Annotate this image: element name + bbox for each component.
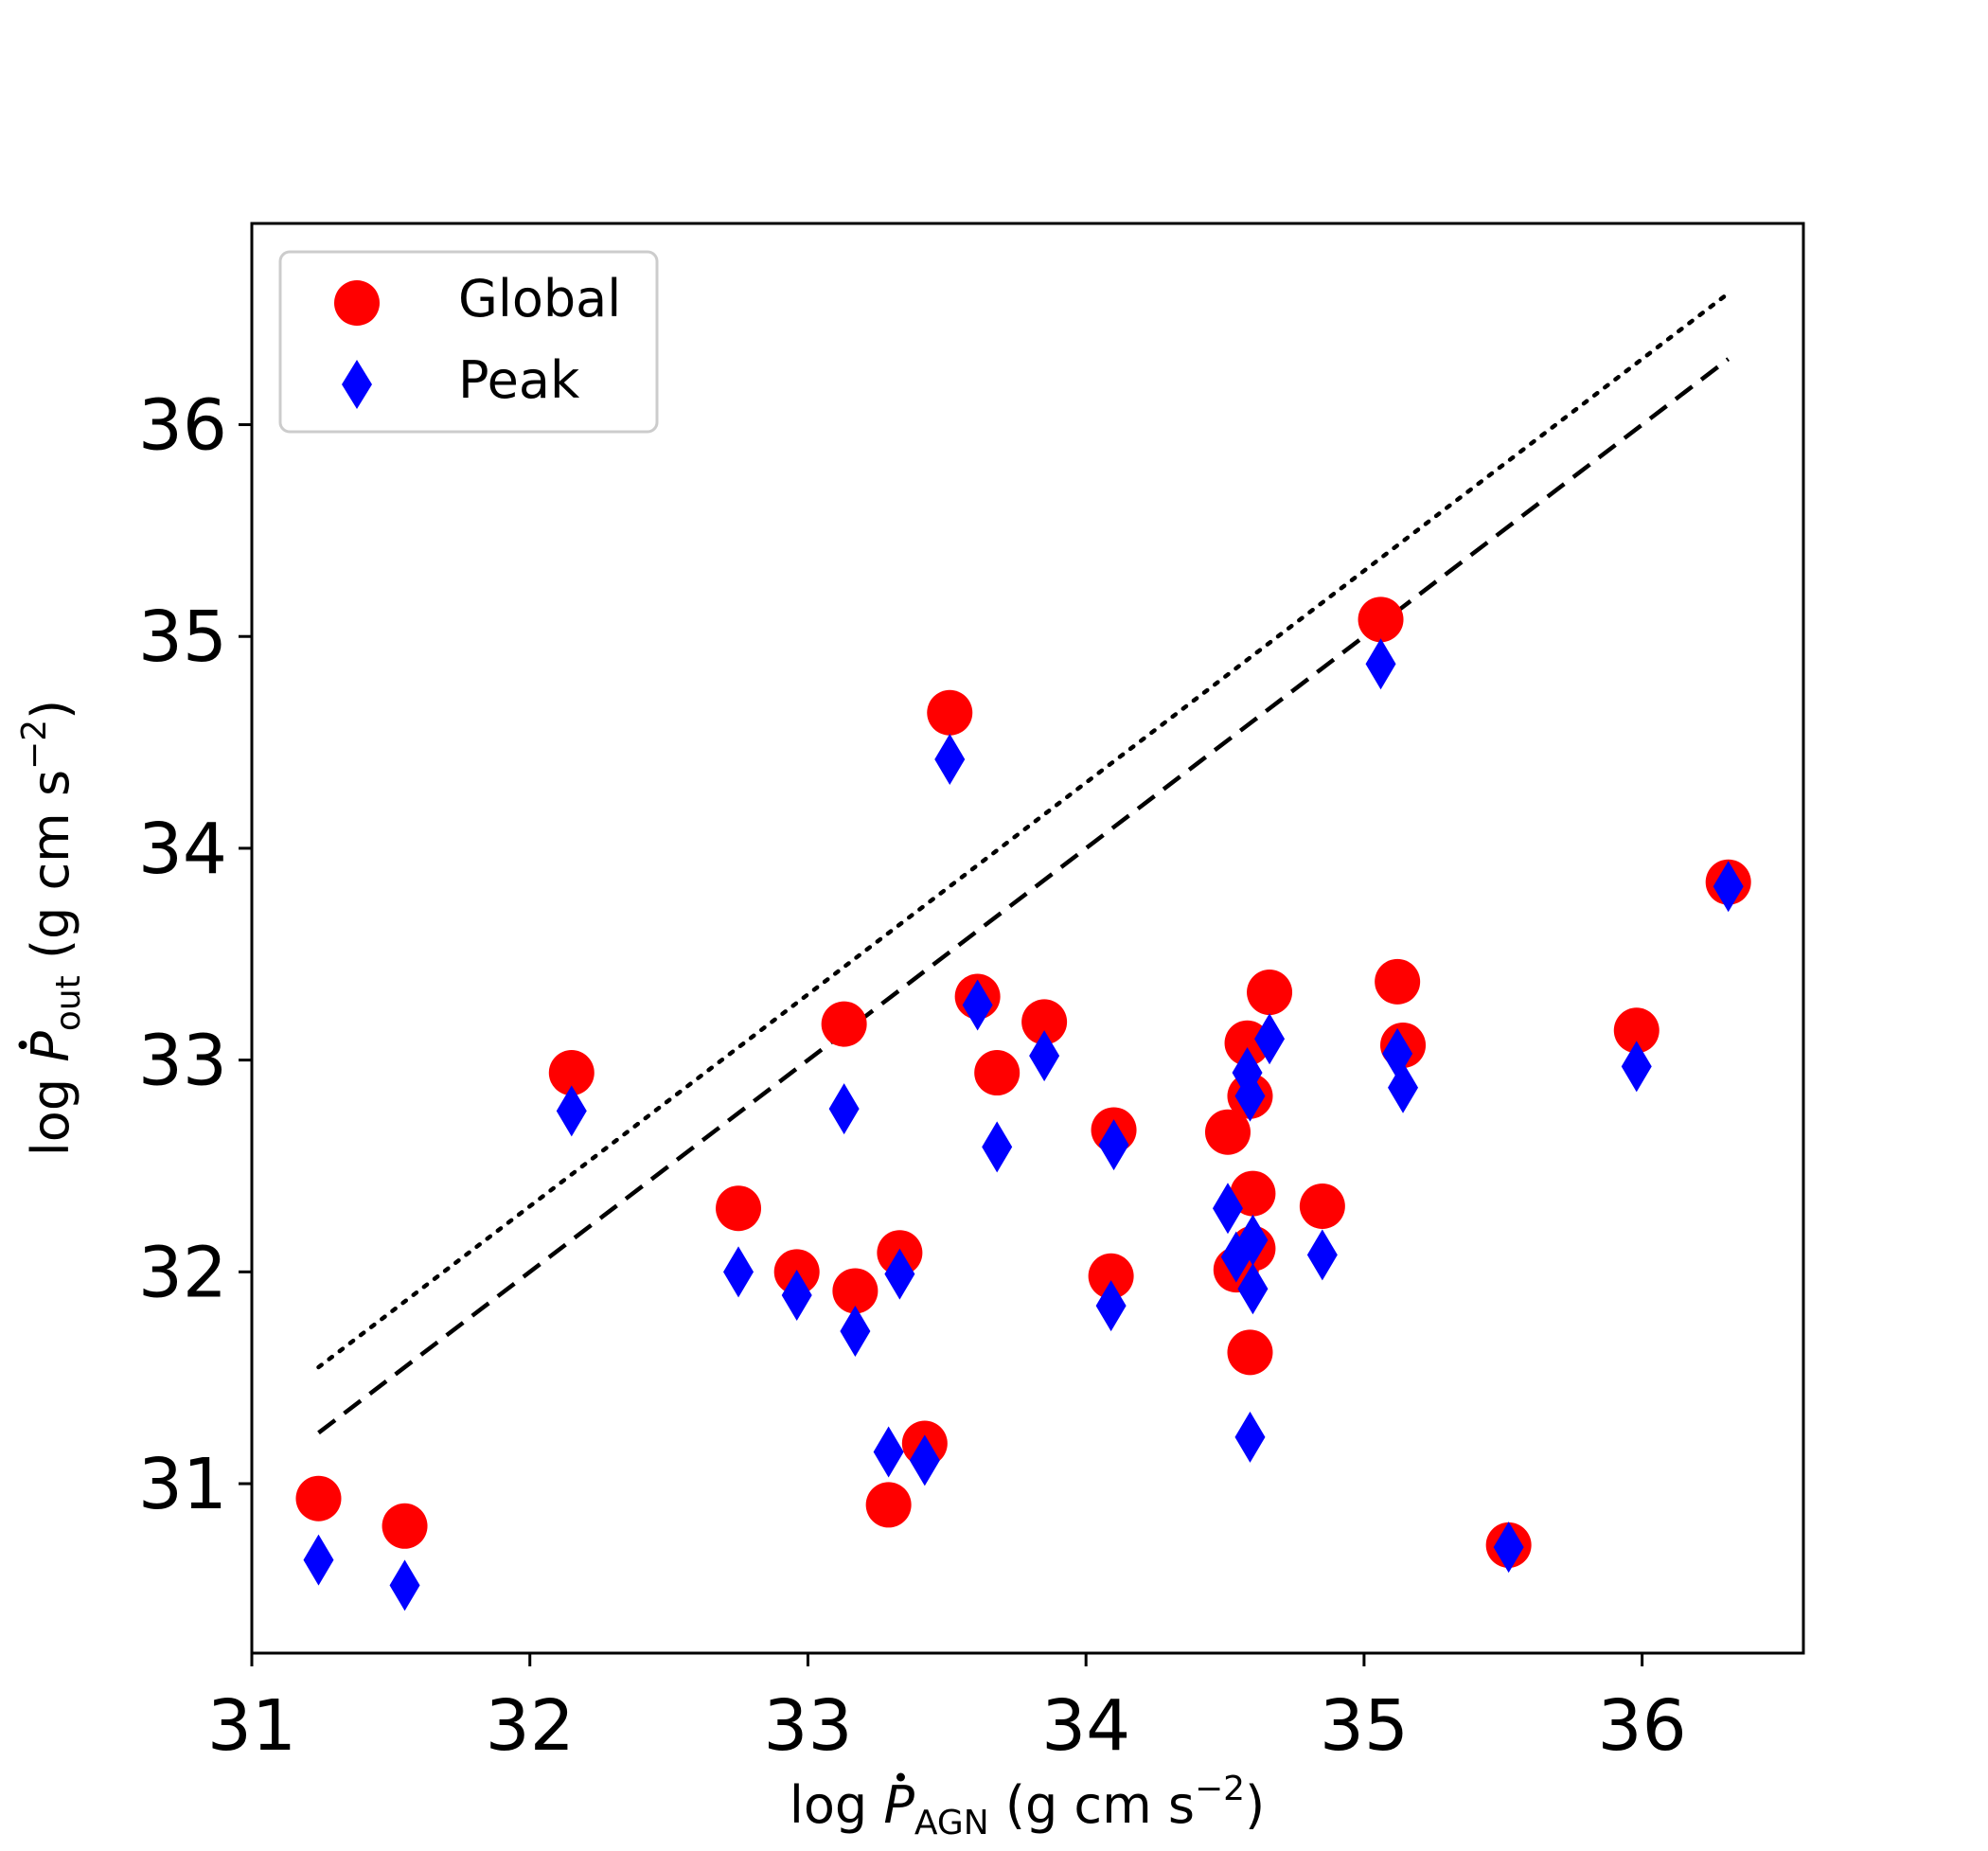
peak-point xyxy=(1621,1041,1652,1093)
dotted-reference-line xyxy=(316,291,1731,1370)
plot-area xyxy=(250,222,1805,1655)
peak-point xyxy=(1388,1061,1419,1113)
legend-global-marker xyxy=(334,280,380,326)
peak-point xyxy=(1237,1214,1269,1266)
global-point xyxy=(1613,1007,1660,1054)
global-point xyxy=(382,1503,428,1549)
legend-peak-label: Peak xyxy=(458,350,580,410)
global-point xyxy=(1227,1329,1273,1376)
global-point xyxy=(1021,999,1068,1045)
dashed-reference-line xyxy=(317,357,1731,1435)
peak-point xyxy=(1254,1013,1286,1065)
x-axis: 31 32 33 34 35 36 xyxy=(207,1653,1687,1767)
global-point xyxy=(295,1475,342,1522)
global-point xyxy=(716,1185,762,1232)
peak-point xyxy=(884,1248,915,1300)
global-point xyxy=(1358,596,1404,643)
y-tick-label: 35 xyxy=(138,596,227,678)
reference-lines xyxy=(316,291,1731,1435)
x-tick-label: 31 xyxy=(207,1685,296,1767)
y-tick-label: 33 xyxy=(138,1021,227,1102)
peak-point xyxy=(1095,1280,1127,1332)
peak-point xyxy=(303,1534,334,1586)
peak-point xyxy=(828,1083,860,1135)
y-axis: 31 32 33 34 35 36 xyxy=(138,385,252,1525)
y-axis-title: log Pout (g cm s−2) xyxy=(15,700,88,1156)
peak-point xyxy=(1365,638,1396,690)
peak-point xyxy=(982,1121,1013,1173)
y-axis-title-text: log Pout (g cm s−2) xyxy=(15,700,88,1156)
x-tick-label: 35 xyxy=(1320,1685,1409,1767)
global-point xyxy=(1299,1183,1345,1229)
x-tick-label: 36 xyxy=(1598,1685,1687,1767)
peak-point xyxy=(1237,1263,1269,1315)
global-point xyxy=(1088,1253,1134,1299)
x-tick-label: 34 xyxy=(1041,1685,1130,1767)
y-tick-label: 34 xyxy=(138,809,227,890)
data-points xyxy=(295,596,1751,1611)
y-tick-label: 31 xyxy=(138,1444,227,1525)
y-tick-label: 36 xyxy=(138,385,227,467)
global-point xyxy=(821,1001,867,1047)
legend-peak-marker xyxy=(342,360,372,409)
x-axis-title-text: log PAGN (g cm s−2) xyxy=(790,1770,1265,1842)
peak-point xyxy=(389,1559,420,1611)
peak-point xyxy=(962,979,993,1031)
peak-point xyxy=(1713,861,1744,913)
global-point xyxy=(548,1050,595,1096)
peak-point xyxy=(1234,1070,1266,1122)
peak-point xyxy=(781,1269,812,1321)
x-tick-label: 32 xyxy=(486,1685,575,1767)
x-tick-label: 33 xyxy=(763,1685,852,1767)
legend: Global Peak xyxy=(278,250,659,434)
peak-point xyxy=(723,1246,754,1298)
peak-point xyxy=(873,1426,904,1478)
global-point xyxy=(927,689,973,736)
peak-point xyxy=(556,1085,587,1137)
peak-point xyxy=(1234,1411,1266,1463)
dot-accent xyxy=(18,1041,27,1050)
peak-point xyxy=(1029,1030,1060,1082)
global-point xyxy=(865,1482,912,1528)
peak-point xyxy=(1098,1119,1129,1171)
peak-point xyxy=(1212,1183,1243,1235)
legend-global-label: Global xyxy=(458,269,621,329)
peak-point xyxy=(1493,1522,1524,1574)
peak-point xyxy=(840,1305,871,1357)
global-point xyxy=(1375,958,1421,1005)
peak-point xyxy=(909,1434,940,1486)
global-point xyxy=(1230,1170,1276,1217)
dot-accent xyxy=(896,1772,905,1782)
global-point xyxy=(832,1268,879,1314)
global-point xyxy=(1247,970,1293,1016)
x-axis-title: log PAGN (g cm s−2) xyxy=(790,1770,1265,1842)
peak-point xyxy=(934,733,966,785)
y-tick-label: 32 xyxy=(138,1232,227,1313)
global-point xyxy=(1204,1109,1251,1155)
peak-point xyxy=(1306,1229,1338,1281)
plot-frame xyxy=(250,222,1805,1655)
global-point xyxy=(974,1050,1021,1096)
